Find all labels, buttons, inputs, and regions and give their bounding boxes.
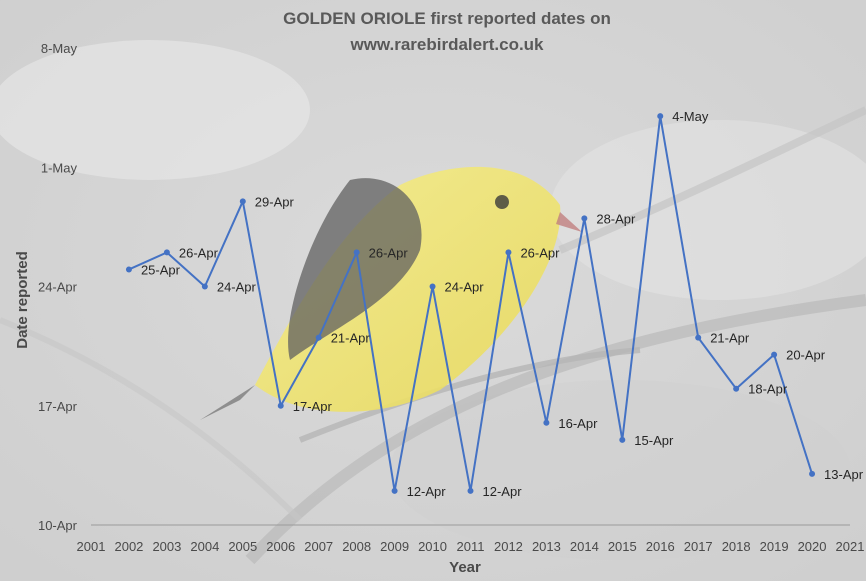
x-axis-title: Year [449, 559, 481, 576]
data-point [695, 334, 702, 341]
data-point [505, 249, 512, 256]
data-point [315, 334, 322, 341]
y-tick-label: 24-Apr [38, 280, 78, 295]
chart-title-line-1: GOLDEN ORIOLE first reported dates on [283, 9, 611, 28]
data-label: 13-Apr [824, 467, 864, 482]
data-label: 26-Apr [179, 245, 219, 260]
data-label: 24-Apr [445, 280, 485, 295]
series-layer: 25-Apr 26-Apr 24-Apr 29-Apr 17-Apr 21-Apr 26-A… [125, 109, 864, 499]
data-point [619, 436, 626, 443]
data-label: 16-Apr [558, 416, 598, 431]
data-point [467, 487, 474, 494]
x-tick-label: 2008 [342, 539, 371, 554]
x-tick-label: 2006 [266, 539, 295, 554]
data-label: 24-Apr [217, 280, 257, 295]
chart-title-line-2: www.rarebirdalert.co.uk [349, 35, 544, 54]
data-point [125, 266, 132, 273]
data-label: 18-Apr [748, 382, 788, 397]
x-tick-label: 2013 [532, 539, 561, 554]
data-label: 12-Apr [483, 484, 523, 499]
data-point [429, 283, 436, 290]
x-tick-label: 2014 [570, 539, 599, 554]
data-label: 21-Apr [710, 331, 750, 346]
x-tick-label: 2016 [646, 539, 675, 554]
series-line [128, 115, 814, 492]
data-point [771, 351, 778, 358]
x-tick-label: 2005 [228, 539, 257, 554]
data-label: 29-Apr [255, 194, 295, 209]
x-tick-label: 2012 [494, 539, 523, 554]
x-tick-label: 2021 [836, 539, 865, 554]
data-label: 26-Apr [520, 245, 560, 260]
data-point [277, 402, 284, 409]
data-point [391, 487, 398, 494]
data-label: 12-Apr [407, 484, 447, 499]
y-axis-ticks: 10-Apr 17-Apr 24-Apr 1-May 8-May [38, 41, 78, 533]
data-point [239, 198, 246, 205]
data-label: 17-Apr [293, 399, 333, 414]
y-tick-label: 1-May [41, 160, 78, 175]
data-point [543, 419, 550, 426]
data-label: 15-Apr [634, 433, 674, 448]
x-tick-label: 2007 [304, 539, 333, 554]
x-tick-label: 2015 [608, 539, 637, 554]
x-tick-label: 2001 [77, 539, 106, 554]
x-tick-label: 2019 [760, 539, 789, 554]
x-tick-label: 2003 [152, 539, 181, 554]
x-tick-label: 2010 [418, 539, 447, 554]
data-point [163, 249, 170, 256]
data-label: 21-Apr [331, 331, 371, 346]
data-label: 28-Apr [596, 211, 636, 226]
data-label: 20-Apr [786, 348, 826, 363]
x-tick-label: 2017 [684, 539, 713, 554]
y-axis-title: Date reported [14, 251, 31, 349]
x-tick-label: 2009 [380, 539, 409, 554]
x-tick-label: 2011 [457, 539, 485, 554]
x-tick-label: 2002 [114, 539, 143, 554]
data-point [733, 385, 740, 392]
data-label: 25-Apr [141, 262, 181, 277]
y-tick-label: 8-May [41, 41, 78, 56]
data-label: 26-Apr [369, 245, 409, 260]
data-point [201, 283, 208, 290]
data-point [657, 113, 664, 120]
x-tick-label: 2018 [722, 539, 751, 554]
x-tick-label: 2020 [798, 539, 827, 554]
x-tick-label: 2004 [190, 539, 219, 554]
data-point [353, 249, 360, 256]
x-axis-ticks: 2001 2002 2003 2004 2005 2006 2007 2008 2009 2010… [77, 539, 865, 554]
data-point [581, 215, 588, 222]
y-tick-label: 10-Apr [38, 518, 78, 533]
data-label: 4-May [672, 109, 709, 124]
y-tick-label: 17-Apr [38, 399, 78, 414]
data-point [809, 470, 816, 477]
